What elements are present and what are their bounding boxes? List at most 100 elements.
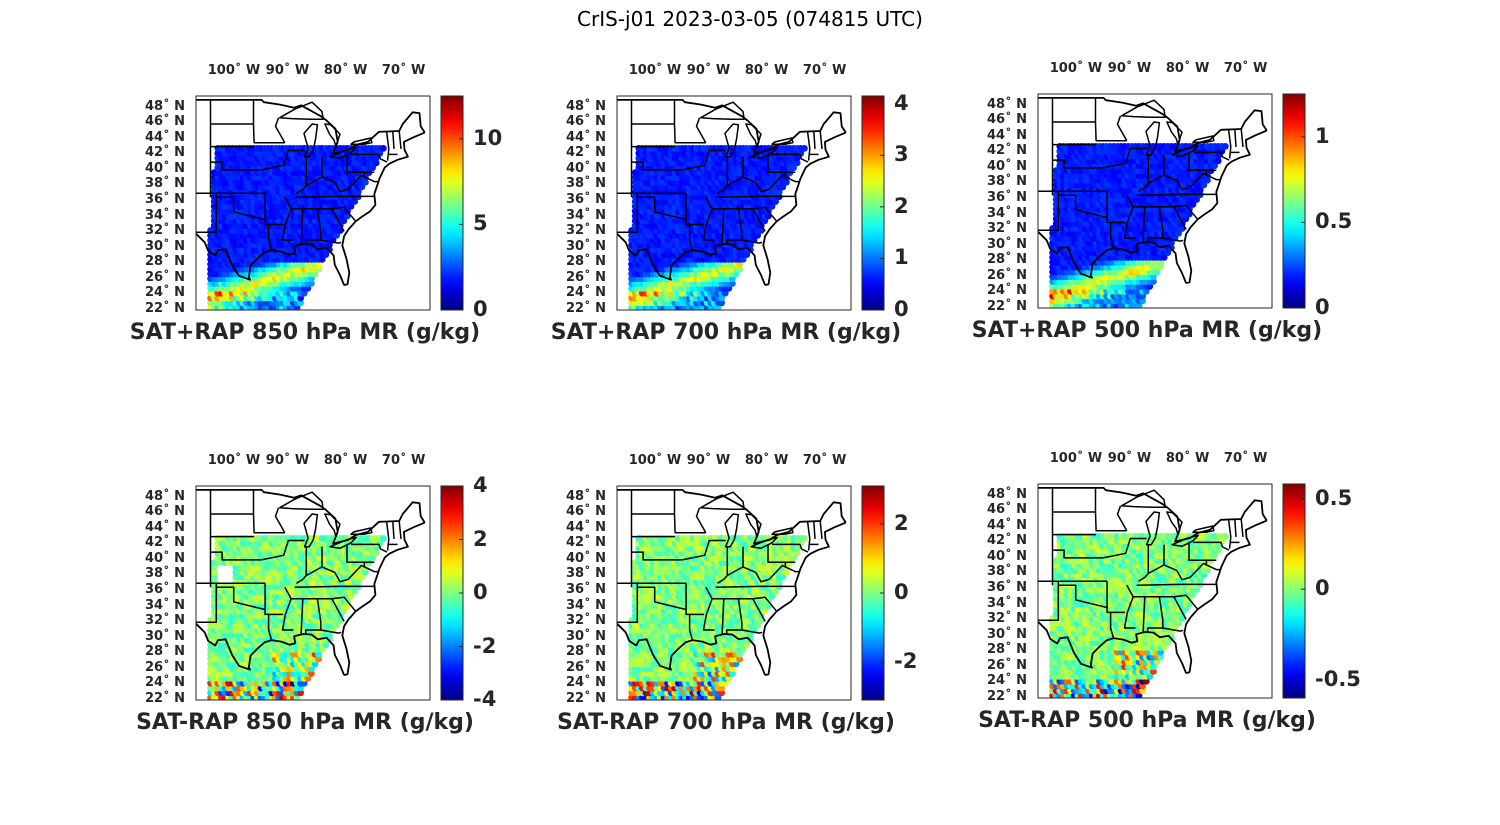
swath-point <box>326 631 333 639</box>
lake-outline <box>1192 135 1215 143</box>
longitude-label: 70˚ W <box>381 63 426 78</box>
coastline <box>1183 129 1268 284</box>
colorbar-tick-label: -2 <box>473 633 497 658</box>
map-frame <box>1037 93 1273 309</box>
swath-point <box>736 260 743 268</box>
state-boundary <box>300 208 304 245</box>
swath-point <box>718 294 725 302</box>
latitude-label: 44˚ N <box>145 129 185 145</box>
swath-point <box>340 607 348 615</box>
latitude-label: 34˚ N <box>987 205 1027 221</box>
lake-outline <box>350 137 373 145</box>
longitude-label: 90˚ W <box>265 63 310 78</box>
lake-outline <box>324 123 341 148</box>
swath-point <box>761 217 769 225</box>
state-boundary <box>196 193 218 233</box>
swath-point <box>372 549 380 557</box>
state-boundary <box>351 153 388 163</box>
map-content <box>196 489 426 700</box>
state-boundary <box>726 176 757 187</box>
colorbar-tick-label: 1 <box>894 245 909 270</box>
swath-point <box>1211 162 1218 170</box>
state-boundary <box>1176 172 1207 191</box>
swath-point <box>300 289 308 297</box>
swath-point <box>793 154 801 162</box>
coastline <box>1038 231 1187 284</box>
swath-point <box>369 164 376 172</box>
state-boundary <box>294 195 374 198</box>
swath-point <box>351 588 358 595</box>
swath-point <box>775 188 783 196</box>
state-boundary <box>725 208 743 245</box>
latitude-label: 24˚ N <box>566 285 606 301</box>
state-boundary <box>1116 115 1128 142</box>
coastline <box>617 233 766 286</box>
colorbar-tick-label: 0 <box>473 297 488 321</box>
swath-point <box>315 650 322 658</box>
swath-point <box>725 285 733 292</box>
longitude-label: 100˚ W <box>628 63 682 78</box>
lake-outline <box>329 146 358 160</box>
longitude-label: 100˚ W <box>1049 61 1103 76</box>
latitude-label: 42˚ N <box>145 145 185 161</box>
swath-point <box>1150 278 1157 285</box>
swath-point <box>1146 283 1154 290</box>
colorbar-tick-label: 10 <box>473 125 503 150</box>
swath-point <box>358 183 366 191</box>
state-boundary <box>741 239 763 244</box>
swath-point <box>1182 215 1190 223</box>
swath-point <box>1142 287 1150 295</box>
panel-title: SAT+RAP 700 hPa MR (g/kg) <box>550 320 902 345</box>
state-boundary <box>252 99 285 144</box>
swath-point <box>754 231 761 239</box>
swath-point <box>362 178 369 186</box>
swath-point <box>1153 268 1161 276</box>
state-boundary <box>717 156 729 194</box>
colorbar <box>1282 93 1306 309</box>
state-boundary <box>363 172 379 183</box>
latitude-label: 34˚ N <box>566 207 606 223</box>
colorbar-tick-label: 2 <box>473 526 488 551</box>
swath-point <box>1157 263 1164 271</box>
state-boundary <box>1106 191 1115 249</box>
swath-point <box>297 294 304 302</box>
swath-point <box>297 684 304 692</box>
latitude-label: 26˚ N <box>987 267 1027 283</box>
map-panel: 0 5 10 100˚ W 90˚ W 80˚ W 70˚ W 48˚ N 46˚ N 44˚ N… <box>125 60 545 360</box>
latitude-label: 24˚ N <box>145 285 185 301</box>
map-content <box>617 99 847 310</box>
swath-point <box>1214 157 1222 165</box>
lake-outline <box>745 123 762 148</box>
swath-point <box>347 202 355 210</box>
coastline <box>196 233 345 286</box>
colorbar-tick-label: 0 <box>473 580 488 604</box>
lake-outline <box>750 146 779 160</box>
latitude-label: 48˚ N <box>566 98 606 114</box>
swath-point <box>747 241 754 249</box>
swath-point <box>300 679 308 687</box>
longitude-label: 80˚ W <box>323 63 368 78</box>
swath-point <box>729 275 736 283</box>
coastline <box>341 131 426 286</box>
latitude-label: 36˚ N <box>145 192 185 208</box>
colorbar <box>440 95 464 311</box>
swath-point <box>1196 186 1204 194</box>
map-content <box>196 99 426 310</box>
colorbar-tick-label: 0 <box>894 297 909 321</box>
state-boundary <box>1173 206 1187 230</box>
latitude-label: 24˚ N <box>987 283 1027 299</box>
longitude-label: 90˚ W <box>1107 61 1152 76</box>
map-content <box>1038 97 1268 308</box>
swath-point <box>1200 181 1208 189</box>
colorbar-tick-label: 0 <box>1315 295 1330 319</box>
swath-point <box>308 670 315 677</box>
swath-point <box>732 270 740 278</box>
longitude-label: 70˚ W <box>1223 61 1268 76</box>
latitude-label: 30˚ N <box>145 238 185 254</box>
map-svg <box>616 95 885 311</box>
state-boundary <box>767 154 796 174</box>
colorbar-tick-label: 5 <box>473 211 488 236</box>
latitude-label: 46˚ N <box>987 112 1027 128</box>
state-boundary <box>1052 159 1103 169</box>
swath-point <box>1168 239 1175 247</box>
